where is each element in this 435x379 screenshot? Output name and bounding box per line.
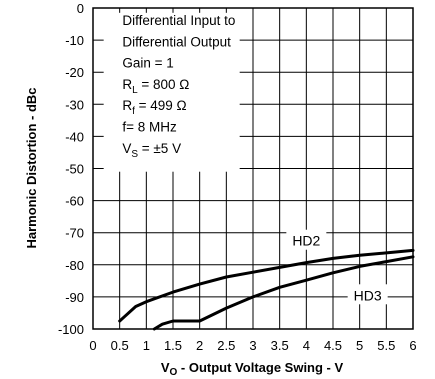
condition-line: Rf = 499 Ω (122, 98, 186, 117)
y-tick-label: -30 (65, 97, 84, 112)
x-tick-label: 2 (196, 338, 203, 353)
series-label-background (286, 229, 327, 250)
x-tick-label: 3 (249, 338, 256, 353)
condition-subscript: S (131, 149, 138, 160)
y-tick-label: -90 (65, 290, 84, 305)
series-label-background (347, 284, 388, 305)
series-label-hd2: HD2 (292, 233, 320, 249)
y-tick-label: 0 (77, 1, 84, 16)
condition-line: Differential Input to (122, 13, 235, 28)
series-line-hd3 (152, 255, 415, 331)
x-tick-label: 5 (356, 338, 363, 353)
condition-symbol: R (122, 77, 132, 92)
x-tick-label: 4 (303, 338, 310, 353)
condition-line: Gain = 1 (122, 56, 173, 71)
y-tick-label: -100 (58, 322, 84, 337)
condition-line: VS = ±5 V (122, 141, 181, 160)
y-tick-label: -50 (65, 162, 84, 177)
y-tick-label: -20 (65, 65, 84, 80)
condition-subscript: f (132, 106, 135, 117)
y-tick-label: -10 (65, 33, 84, 48)
x-tick-label: 0 (89, 338, 96, 353)
condition-value: = 499 Ω (135, 98, 187, 113)
y-tick-labels: 0 -10 -20 -30 -40 -50 -60 -70 -80 -90 -100 (58, 1, 84, 337)
series-lines (118, 248, 415, 331)
x-axis-title: VO - Output Voltage Swing - V (161, 360, 344, 378)
y-tick-label: -70 (65, 226, 84, 241)
condition-symbol: R (122, 98, 132, 113)
condition-line: f= 8 MHz (122, 120, 177, 135)
y-axis-title: Harmonic Distortion - dBc (24, 87, 39, 248)
x-axis-title-main: V (161, 360, 170, 375)
x-tick-labels: 0 0.5 1 1.5 2 2.5 3 3.5 4 4.5 5 5.5 6 (89, 338, 416, 353)
x-tick-label: 1 (143, 338, 150, 353)
condition-value: = ±5 V (138, 141, 181, 156)
plot-frame (92, 7, 414, 330)
plot-border (92, 7, 414, 330)
x-tick-label: 2.5 (217, 338, 235, 353)
condition-box: Differential Input to Differential Output… (103, 12, 240, 172)
x-tick-label: 5.5 (377, 338, 395, 353)
series-label-hd3: HD3 (354, 287, 382, 303)
x-tick-label: 4.5 (324, 338, 342, 353)
series-labels: HD2 HD3 (286, 229, 388, 305)
condition-line: Differential Output (122, 34, 231, 49)
y-tick-label: -40 (65, 129, 84, 144)
condition-line: RL = 800 Ω (122, 77, 189, 96)
condition-value: = 800 Ω (138, 77, 190, 92)
x-tick-label: 1.5 (164, 338, 182, 353)
x-tick-label: 6 (409, 338, 416, 353)
condition-symbol: V (122, 141, 131, 156)
x-axis-title-sub: O (170, 367, 178, 378)
y-tick-label: -60 (65, 194, 84, 209)
x-tick-label: 3.5 (271, 338, 289, 353)
x-axis-title-rest: - Output Voltage Swing - V (177, 360, 343, 375)
series-line-hd2 (118, 248, 415, 323)
condition-subscript: L (132, 85, 138, 96)
x-tick-label: 0.5 (111, 338, 129, 353)
y-tick-label: -80 (65, 258, 84, 273)
condition-box-background (103, 12, 240, 172)
